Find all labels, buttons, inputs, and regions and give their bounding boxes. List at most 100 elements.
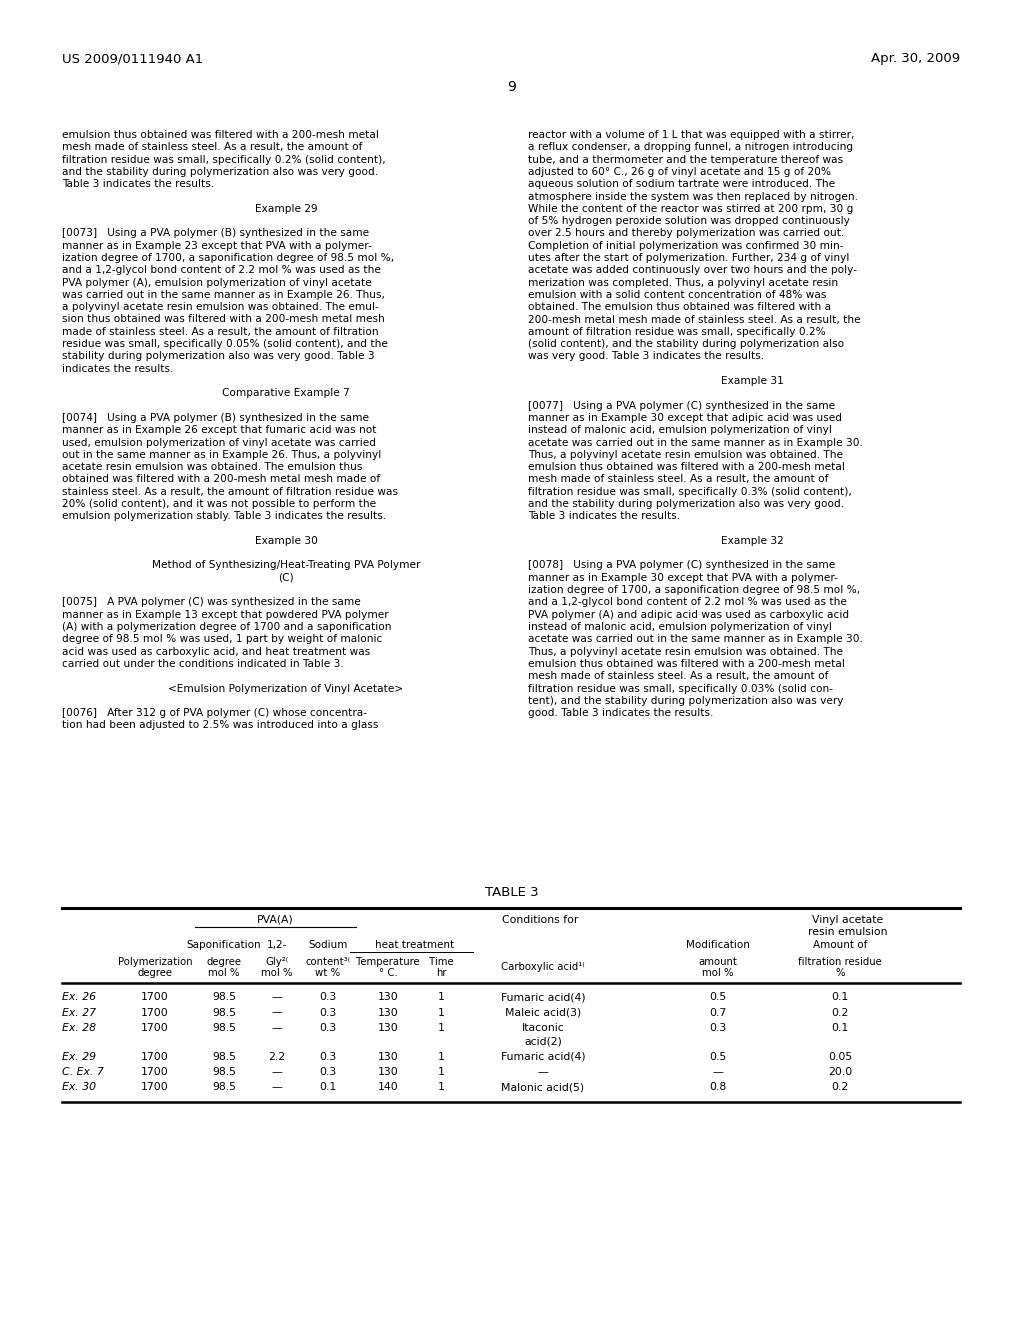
Text: <Emulsion Polymerization of Vinyl Acetate>: <Emulsion Polymerization of Vinyl Acetat… [168, 684, 403, 693]
Text: Table 3 indicates the results.: Table 3 indicates the results. [528, 511, 680, 521]
Text: acetate was carried out in the same manner as in Example 30.: acetate was carried out in the same mann… [528, 635, 863, 644]
Text: US 2009/0111940 A1: US 2009/0111940 A1 [62, 51, 203, 65]
Text: Conditions for: Conditions for [502, 915, 579, 925]
Text: 20% (solid content), and it was not possible to perform the: 20% (solid content), and it was not poss… [62, 499, 376, 510]
Text: PVA(A): PVA(A) [257, 915, 294, 925]
Text: Fumaric acid(4): Fumaric acid(4) [501, 993, 586, 1002]
Text: Saponification: Saponification [186, 940, 261, 950]
Text: Example 32: Example 32 [721, 536, 783, 546]
Text: Polymerization: Polymerization [118, 957, 193, 968]
Text: and a 1,2-glycol bond content of 2.2 mol % was used as the: and a 1,2-glycol bond content of 2.2 mol… [528, 598, 847, 607]
Text: 0.7: 0.7 [710, 1007, 727, 1018]
Text: —: — [271, 993, 283, 1002]
Text: 1: 1 [437, 1023, 444, 1034]
Text: —: — [538, 1067, 549, 1077]
Text: a polyvinyl acetate resin emulsion was obtained. The emul-: a polyvinyl acetate resin emulsion was o… [62, 302, 379, 313]
Text: (C): (C) [279, 573, 294, 583]
Text: emulsion with a solid content concentration of 48% was: emulsion with a solid content concentrat… [528, 290, 826, 300]
Text: emulsion thus obtained was filtered with a 200-mesh metal: emulsion thus obtained was filtered with… [62, 129, 379, 140]
Text: Temperature: Temperature [356, 957, 420, 968]
Text: 0.3: 0.3 [710, 1023, 727, 1034]
Text: Table 3 indicates the results.: Table 3 indicates the results. [62, 180, 214, 189]
Text: 1: 1 [437, 1067, 444, 1077]
Text: good. Table 3 indicates the results.: good. Table 3 indicates the results. [528, 708, 714, 718]
Text: of 5% hydrogen peroxide solution was dropped continuously: of 5% hydrogen peroxide solution was dro… [528, 216, 850, 226]
Text: filtration residue was small, specifically 0.03% (solid con-: filtration residue was small, specifical… [528, 684, 833, 693]
Text: tube, and a thermometer and the temperature thereof was: tube, and a thermometer and the temperat… [528, 154, 843, 165]
Text: 0.2: 0.2 [831, 1082, 849, 1093]
Text: Gly²⁽: Gly²⁽ [265, 957, 289, 968]
Text: 20.0: 20.0 [827, 1067, 852, 1077]
Text: Maleic acid(3): Maleic acid(3) [505, 1007, 582, 1018]
Text: [0073]   Using a PVA polymer (B) synthesized in the same: [0073] Using a PVA polymer (B) synthesiz… [62, 228, 369, 239]
Text: Apr. 30, 2009: Apr. 30, 2009 [870, 51, 961, 65]
Text: 200-mesh metal mesh made of stainless steel. As a result, the: 200-mesh metal mesh made of stainless st… [528, 314, 860, 325]
Text: content³⁽: content³⁽ [305, 957, 350, 968]
Text: made of stainless steel. As a result, the amount of filtration: made of stainless steel. As a result, th… [62, 327, 379, 337]
Text: resin emulsion: resin emulsion [808, 927, 888, 937]
Text: Ex. 29: Ex. 29 [62, 1052, 96, 1061]
Text: filtration residue: filtration residue [798, 957, 882, 968]
Text: reactor with a volume of 1 L that was equipped with a stirrer,: reactor with a volume of 1 L that was eq… [528, 129, 854, 140]
Text: 130: 130 [378, 1052, 398, 1061]
Text: out in the same manner as in Example 26. Thus, a polyvinyl: out in the same manner as in Example 26.… [62, 450, 381, 459]
Text: manner as in Example 23 except that PVA with a polymer-: manner as in Example 23 except that PVA … [62, 240, 372, 251]
Text: Method of Synthesizing/Heat-Treating PVA Polymer: Method of Synthesizing/Heat-Treating PVA… [152, 561, 420, 570]
Text: ization degree of 1700, a saponification degree of 98.5 mol %,: ization degree of 1700, a saponification… [528, 585, 860, 595]
Text: While the content of the reactor was stirred at 200 rpm, 30 g: While the content of the reactor was sti… [528, 203, 853, 214]
Text: 140: 140 [378, 1082, 398, 1093]
Text: acid(2): acid(2) [524, 1036, 562, 1045]
Text: —: — [271, 1067, 283, 1077]
Text: over 2.5 hours and thereby polymerization was carried out.: over 2.5 hours and thereby polymerizatio… [528, 228, 845, 239]
Text: 1700: 1700 [141, 1052, 169, 1061]
Text: (A) with a polymerization degree of 1700 and a saponification: (A) with a polymerization degree of 1700… [62, 622, 391, 632]
Text: instead of malonic acid, emulsion polymerization of vinyl: instead of malonic acid, emulsion polyme… [528, 622, 831, 632]
Text: manner as in Example 26 except that fumaric acid was not: manner as in Example 26 except that fuma… [62, 425, 377, 436]
Text: Vinyl acetate: Vinyl acetate [812, 915, 884, 925]
Text: 0.1: 0.1 [831, 993, 849, 1002]
Text: —: — [271, 1082, 283, 1093]
Text: 1: 1 [437, 1082, 444, 1093]
Text: —: — [713, 1067, 723, 1077]
Text: sion thus obtained was filtered with a 200-mesh metal mesh: sion thus obtained was filtered with a 2… [62, 314, 385, 325]
Text: acetate resin emulsion was obtained. The emulsion thus: acetate resin emulsion was obtained. The… [62, 462, 362, 473]
Text: indicates the results.: indicates the results. [62, 364, 173, 374]
Text: and a 1,2-glycol bond content of 2.2 mol % was used as the: and a 1,2-glycol bond content of 2.2 mol… [62, 265, 381, 276]
Text: Ex. 27: Ex. 27 [62, 1007, 96, 1018]
Text: [0078]   Using a PVA polymer (C) synthesized in the same: [0078] Using a PVA polymer (C) synthesiz… [528, 561, 836, 570]
Text: 98.5: 98.5 [212, 1052, 236, 1061]
Text: 98.5: 98.5 [212, 1067, 236, 1077]
Text: 1700: 1700 [141, 1007, 169, 1018]
Text: Completion of initial polymerization was confirmed 30 min-: Completion of initial polymerization was… [528, 240, 844, 251]
Text: emulsion thus obtained was filtered with a 200-mesh metal: emulsion thus obtained was filtered with… [528, 659, 845, 669]
Text: (solid content), and the stability during polymerization also: (solid content), and the stability durin… [528, 339, 844, 348]
Text: manner as in Example 30 except that adipic acid was used: manner as in Example 30 except that adip… [528, 413, 842, 422]
Text: 1700: 1700 [141, 1082, 169, 1093]
Text: 98.5: 98.5 [212, 1007, 236, 1018]
Text: [0075]   A PVA polymer (C) was synthesized in the same: [0075] A PVA polymer (C) was synthesized… [62, 598, 360, 607]
Text: acetate was carried out in the same manner as in Example 30.: acetate was carried out in the same mann… [528, 437, 863, 447]
Text: 1700: 1700 [141, 1023, 169, 1034]
Text: filtration residue was small, specifically 0.2% (solid content),: filtration residue was small, specifical… [62, 154, 386, 165]
Text: [0077]   Using a PVA polymer (C) synthesized in the same: [0077] Using a PVA polymer (C) synthesiz… [528, 400, 836, 411]
Text: was carried out in the same manner as in Example 26. Thus,: was carried out in the same manner as in… [62, 290, 385, 300]
Text: ization degree of 1700, a saponification degree of 98.5 mol %,: ization degree of 1700, a saponification… [62, 253, 394, 263]
Text: mol %: mol % [208, 968, 240, 978]
Text: 0.5: 0.5 [710, 1052, 727, 1061]
Text: 2.2: 2.2 [268, 1052, 286, 1061]
Text: 98.5: 98.5 [212, 1082, 236, 1093]
Text: 0.8: 0.8 [710, 1082, 727, 1093]
Text: wt %: wt % [315, 968, 341, 978]
Text: emulsion thus obtained was filtered with a 200-mesh metal: emulsion thus obtained was filtered with… [528, 462, 845, 473]
Text: Amount of: Amount of [813, 940, 867, 950]
Text: 0.5: 0.5 [710, 993, 727, 1002]
Text: Ex. 30: Ex. 30 [62, 1082, 96, 1093]
Text: —: — [271, 1023, 283, 1034]
Text: 1: 1 [437, 1052, 444, 1061]
Text: ° C.: ° C. [379, 968, 397, 978]
Text: Example 30: Example 30 [255, 536, 317, 546]
Text: 130: 130 [378, 1007, 398, 1018]
Text: acid was used as carboxylic acid, and heat treatment was: acid was used as carboxylic acid, and he… [62, 647, 371, 656]
Text: Modification: Modification [686, 940, 750, 950]
Text: Thus, a polyvinyl acetate resin emulsion was obtained. The: Thus, a polyvinyl acetate resin emulsion… [528, 647, 843, 656]
